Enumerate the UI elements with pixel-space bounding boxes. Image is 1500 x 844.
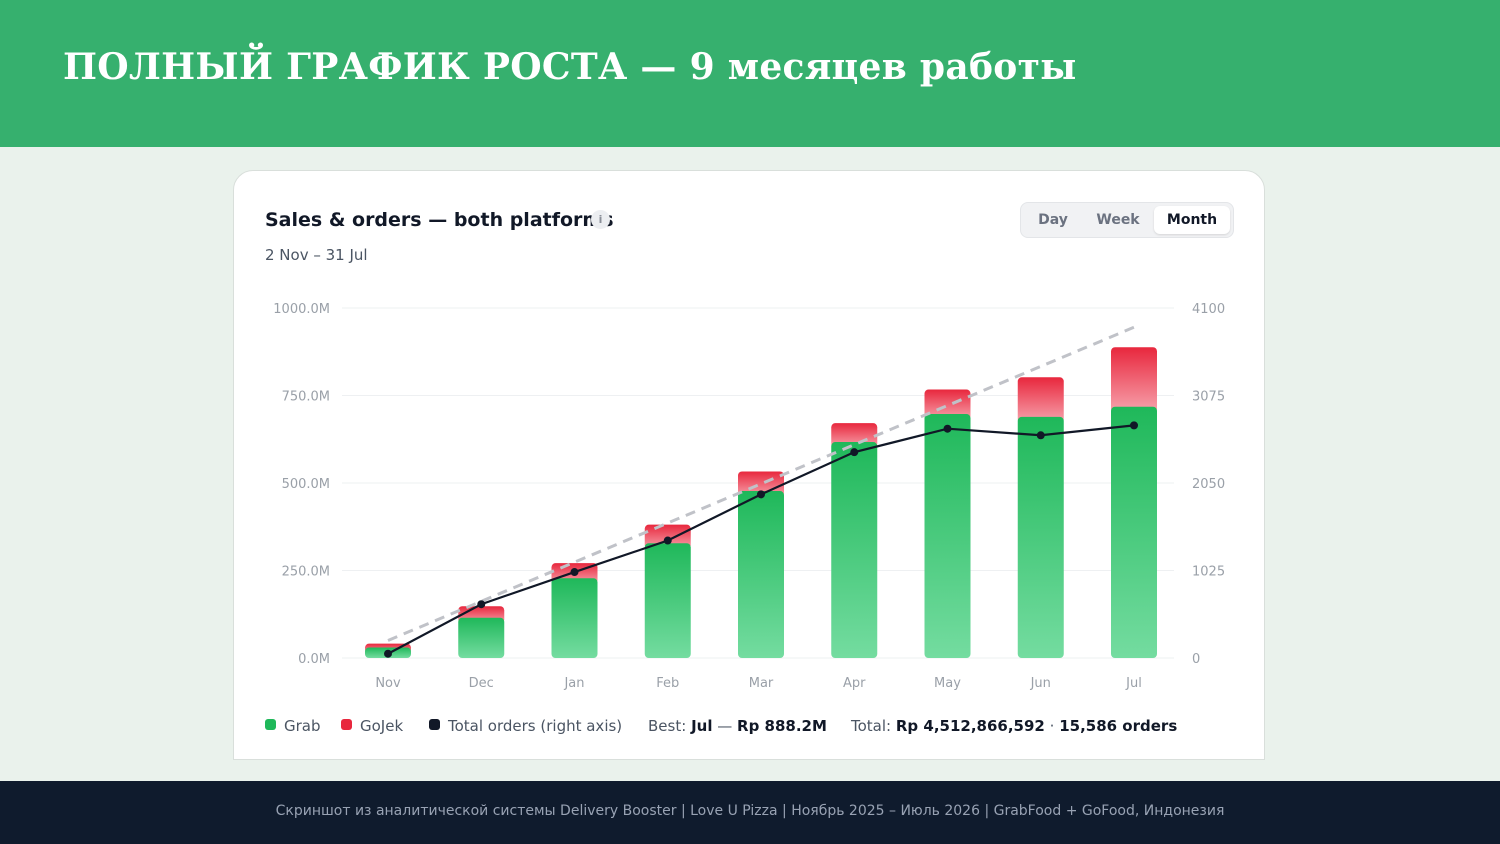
- orders-point: [943, 424, 952, 433]
- bar-gojek: [924, 389, 971, 421]
- bar-gojek: [1111, 347, 1157, 413]
- period-day-button[interactable]: Day: [1038, 212, 1068, 228]
- bar-gojek: [1017, 377, 1064, 423]
- bar-layer: [365, 347, 1157, 658]
- x-axis-tick-label: Jun: [1030, 676, 1051, 691]
- right-axis-tick-label: 3075: [1192, 390, 1225, 405]
- bar-grab: [1111, 406, 1157, 658]
- bar-grab: [551, 578, 598, 658]
- right-axis-tick-label: 4100: [1192, 302, 1225, 317]
- bar-grab: [924, 414, 971, 658]
- total-label: Total:: [851, 717, 892, 735]
- orders-point: [757, 490, 765, 499]
- best-month-stat: Best: Jul — Rp 888.2M: [648, 717, 827, 735]
- left-axis-tick-label: 500.0M: [282, 477, 330, 492]
- best-label: Best:: [648, 717, 687, 735]
- slide-title: ПОЛНЫЙ ГРАФИК РОСТА — 9 месяцев работы: [63, 46, 1077, 88]
- orders-point: [1130, 421, 1138, 430]
- x-axis-tick-label: Feb: [656, 676, 679, 691]
- bar-grab: [458, 617, 505, 658]
- right-axis-tick-label: 0: [1192, 652, 1200, 667]
- x-axis-tick-label: Nov: [375, 676, 401, 691]
- left-axis-tick-label: 0.0M: [298, 652, 330, 667]
- legend-grab-label: Grab: [284, 717, 321, 735]
- total-stat: Total: Rp 4,512,866,592 · 15,586 orders: [851, 717, 1177, 735]
- right-axis-tick-label: 2050: [1192, 477, 1225, 492]
- orders-point: [570, 568, 579, 577]
- total-sep: ·: [1049, 717, 1055, 735]
- legend-grab-swatch: [265, 719, 276, 730]
- best-value: Rp 888.2M: [737, 717, 827, 735]
- bar-grab: [831, 442, 878, 658]
- bar-gojek: [831, 423, 878, 449]
- bar-grab: [1017, 416, 1064, 658]
- total-value: Rp 4,512,866,592: [895, 717, 1045, 735]
- total-orders: 15,586 orders: [1059, 717, 1178, 735]
- legend-orders-label: Total orders (right axis): [448, 717, 623, 735]
- orders-point: [850, 448, 859, 457]
- x-axis-tick-label: Jul: [1125, 676, 1142, 691]
- left-axis-tick-label: 250.0M: [282, 565, 330, 580]
- info-icon[interactable]: i: [591, 210, 610, 229]
- x-axis-tick-label: Mar: [749, 676, 774, 691]
- x-axis-tick-label: Dec: [469, 676, 494, 691]
- axis-label-layer: 0.0M 250.0M 500.0M 750.0M 1000.0M 0 1025 2050 30…: [273, 302, 1225, 691]
- orders-point: [384, 649, 392, 658]
- orders-line-layer: [384, 421, 1138, 658]
- slide-header: ПОЛНЫЙ ГРАФИК РОСТА — 9 месяцев работы: [0, 0, 1500, 147]
- right-axis-tick-label: 1025: [1192, 565, 1225, 580]
- chart-card: Sales & orders — both platforms i 2 Nov …: [233, 170, 1265, 760]
- orders-point: [477, 600, 486, 609]
- bar-grab: [738, 491, 784, 658]
- date-range: 2 Nov – 31 Jul: [265, 246, 368, 264]
- x-axis-tick-label: Apr: [843, 676, 866, 691]
- bar-grab: [644, 543, 691, 658]
- period-switcher: Day Week Month: [1020, 202, 1234, 238]
- orders-point: [663, 536, 672, 545]
- left-axis-tick-label: 750.0M: [282, 390, 330, 405]
- left-axis-tick-label: 1000.0M: [273, 302, 330, 317]
- legend-orders-swatch: [429, 719, 440, 730]
- best-month: Jul: [691, 717, 713, 735]
- legend-gojek-label: GoJek: [360, 717, 404, 735]
- sales-orders-chart: 0.0M 250.0M 500.0M 750.0M 1000.0M 0 1025 2050 30…: [273, 302, 1225, 691]
- slide-footer: Скриншот из аналитической системы Delive…: [0, 781, 1500, 844]
- best-sep: —: [717, 717, 733, 735]
- chart-title: Sales & orders — both platforms: [265, 209, 614, 231]
- period-week-button[interactable]: Week: [1096, 212, 1140, 228]
- legend-gojek-swatch: [341, 719, 352, 730]
- orders-point: [1036, 431, 1045, 440]
- period-month-button[interactable]: Month: [1154, 206, 1230, 234]
- x-axis-tick-label: May: [934, 676, 961, 691]
- footer-caption: Скриншот из аналитической системы Delive…: [275, 803, 1225, 819]
- x-axis-tick-label: Jan: [563, 676, 584, 691]
